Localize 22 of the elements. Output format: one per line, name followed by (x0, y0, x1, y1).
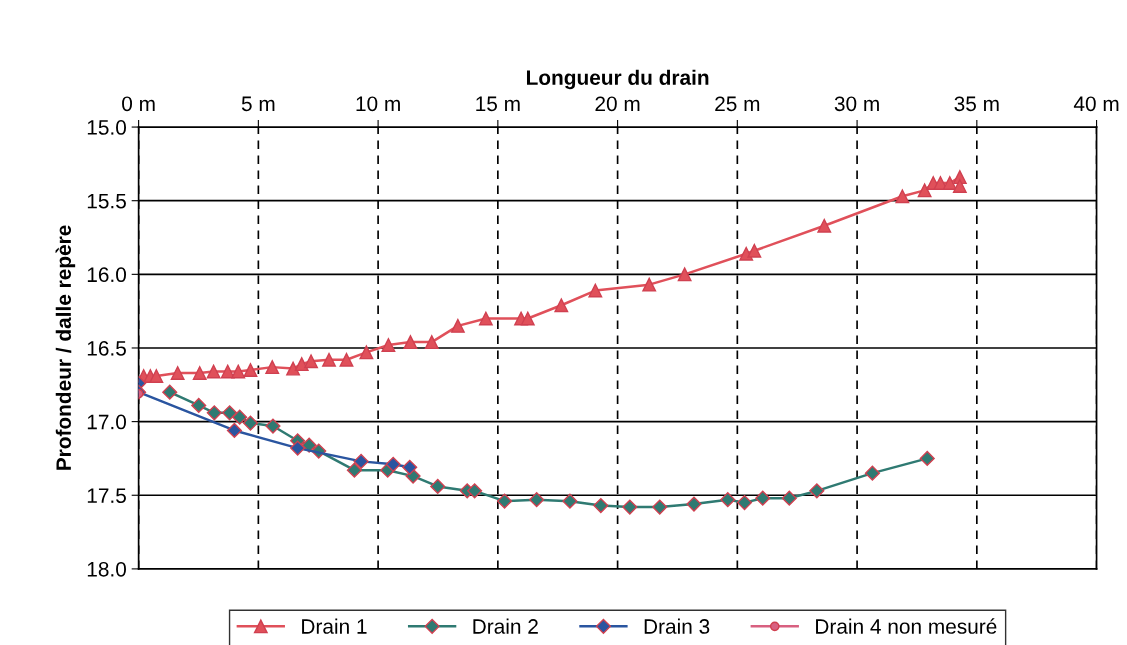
y-tick-label: 15.0 (87, 120, 126, 135)
x-tick-label: 5 m (241, 96, 275, 112)
x-tick-label: 35 m (954, 96, 999, 112)
x-axis-title: Longueur du drain (526, 69, 709, 90)
x-tick-label: 40 m (1073, 96, 1119, 112)
x-tick-label: 10 m (356, 96, 400, 112)
x-tick-label: 0 m (122, 96, 155, 112)
y-tick-label: 16.0 (87, 267, 126, 283)
y-tick-label: 17.5 (87, 488, 126, 504)
y-tick-label: 18.0 (87, 561, 126, 577)
x-tick-label: 25 m (715, 96, 760, 112)
x-tick-label: 15 m (476, 96, 520, 112)
y-tick-label: 17.0 (87, 414, 126, 430)
y-axis-title: Profondeur / dalle repère (55, 225, 76, 470)
legend-label: Drain 3 (644, 618, 710, 634)
legend-label: Drain 1 (302, 618, 367, 634)
legend-label: Drain 2 (473, 618, 538, 634)
x-tick-label: 20 m (595, 96, 640, 112)
y-tick-label: 15.5 (87, 193, 126, 209)
y-tick-label: 16.5 (87, 340, 126, 356)
legend-label: Drain 4 non mesuré (816, 618, 997, 634)
x-tick-label: 30 m (834, 96, 879, 112)
